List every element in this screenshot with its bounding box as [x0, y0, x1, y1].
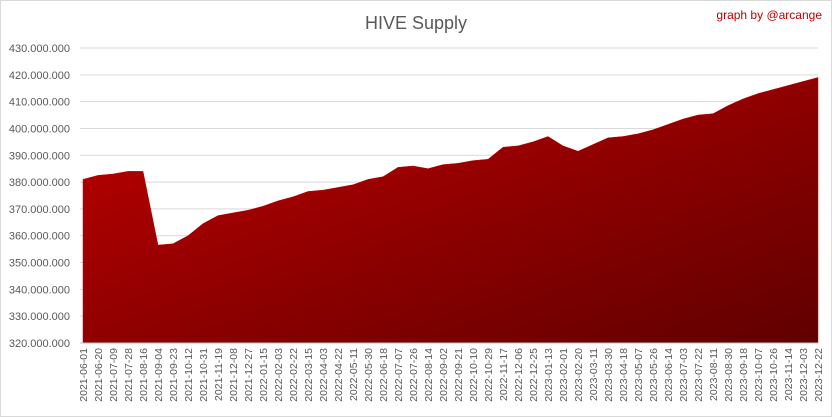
x-tick-label: 2022-09-02	[438, 348, 450, 402]
y-tick-label: 350.000.000	[9, 258, 70, 270]
x-tick-label: 2022-04-22	[333, 348, 345, 402]
x-tick-label: 2022-12-25	[528, 348, 540, 402]
x-tick-label: 2023-01-13	[543, 348, 555, 402]
x-tick-label: 2022-10-29	[483, 348, 495, 402]
y-tick-label: 320.000.000	[9, 338, 70, 350]
x-tick-label: 2023-03-11	[588, 348, 600, 401]
x-tick-label: 2023-11-14	[783, 348, 795, 401]
y-tick-label: 430.000.000	[9, 43, 70, 55]
x-tick-label: 2022-02-03	[273, 348, 285, 402]
x-tick-label: 2022-05-30	[363, 348, 375, 402]
chart-title: HIVE Supply	[365, 13, 467, 33]
x-tick-label: 2022-03-15	[303, 348, 315, 402]
y-tick-label: 400.000.000	[9, 123, 70, 135]
x-tick-label: 2022-12-06	[513, 348, 525, 402]
area	[82, 77, 819, 344]
y-tick-label: 330.000.000	[9, 311, 70, 323]
x-tick-label: 2022-10-10	[468, 348, 480, 402]
x-tick-label: 2021-12-08	[228, 348, 240, 402]
annotation: graph by @arcange	[716, 8, 822, 22]
x-tick-label: 2023-12-22	[813, 348, 825, 402]
x-tick-label: 2023-08-30	[723, 348, 735, 402]
x-tick-label: 2021-07-09	[108, 348, 120, 402]
x-tick-label: 2021-10-31	[198, 348, 210, 402]
x-tick-label: 2022-01-15	[258, 348, 270, 402]
x-tick-label: 2023-07-22	[693, 348, 705, 402]
x-tick-label: 2023-03-30	[603, 348, 615, 402]
x-tick-label: 2021-10-12	[183, 348, 195, 402]
x-tick-label: 2023-10-26	[768, 348, 780, 402]
y-tick-label: 410.000.000	[9, 97, 70, 109]
x-tick-label: 2021-11-19	[213, 348, 225, 401]
x-tick-label: 2022-11-17	[498, 348, 510, 401]
x-tick-label: 2023-05-26	[648, 348, 660, 402]
x-tick-label: 2022-06-18	[378, 348, 390, 402]
y-tick-label: 340.000.000	[9, 284, 70, 296]
x-tick-label: 2023-10-07	[753, 348, 765, 402]
x-tick-label: 2023-05-07	[633, 348, 645, 402]
x-tick-label: 2023-07-03	[678, 348, 690, 402]
x-tick-label: 2022-04-03	[318, 348, 330, 402]
x-tick-label: 2021-06-01	[78, 348, 90, 402]
y-tick-label: 370.000.000	[9, 204, 70, 216]
x-tick-label: 2021-08-16	[138, 348, 150, 402]
x-tick-label: 2022-05-11	[348, 348, 360, 401]
x-tick-label: 2023-02-20	[573, 348, 585, 402]
y-tick-label: 420.000.000	[9, 70, 70, 82]
x-tick-label: 2022-07-07	[393, 348, 405, 402]
x-tick-label: 2021-12-27	[243, 348, 255, 402]
x-tick-label: 2022-07-26	[408, 348, 420, 402]
y-tick-label: 380.000.000	[9, 177, 70, 189]
x-tick-label: 2022-08-14	[423, 348, 435, 402]
x-tick-label: 2023-04-18	[618, 348, 630, 402]
x-tick-label: 2023-09-18	[738, 348, 750, 402]
x-tick-label: 2021-06-20	[93, 348, 105, 402]
x-tick-label: 2022-02-22	[288, 348, 300, 402]
y-tick-label: 360.000.000	[9, 231, 70, 243]
x-tick-label: 2023-02-01	[558, 348, 570, 402]
x-tick-label: 2023-08-11	[708, 348, 720, 401]
x-tick-label: 2023-12-03	[798, 348, 810, 402]
x-tick-label: 2022-09-21	[453, 348, 465, 402]
x-tick-label: 2021-09-23	[168, 348, 180, 402]
x-tick-label: 2021-07-28	[123, 348, 135, 402]
x-tick-label: 2023-06-14	[663, 348, 675, 402]
x-tick-label: 2021-09-04	[153, 348, 165, 402]
y-tick-label: 390.000.000	[9, 150, 70, 162]
